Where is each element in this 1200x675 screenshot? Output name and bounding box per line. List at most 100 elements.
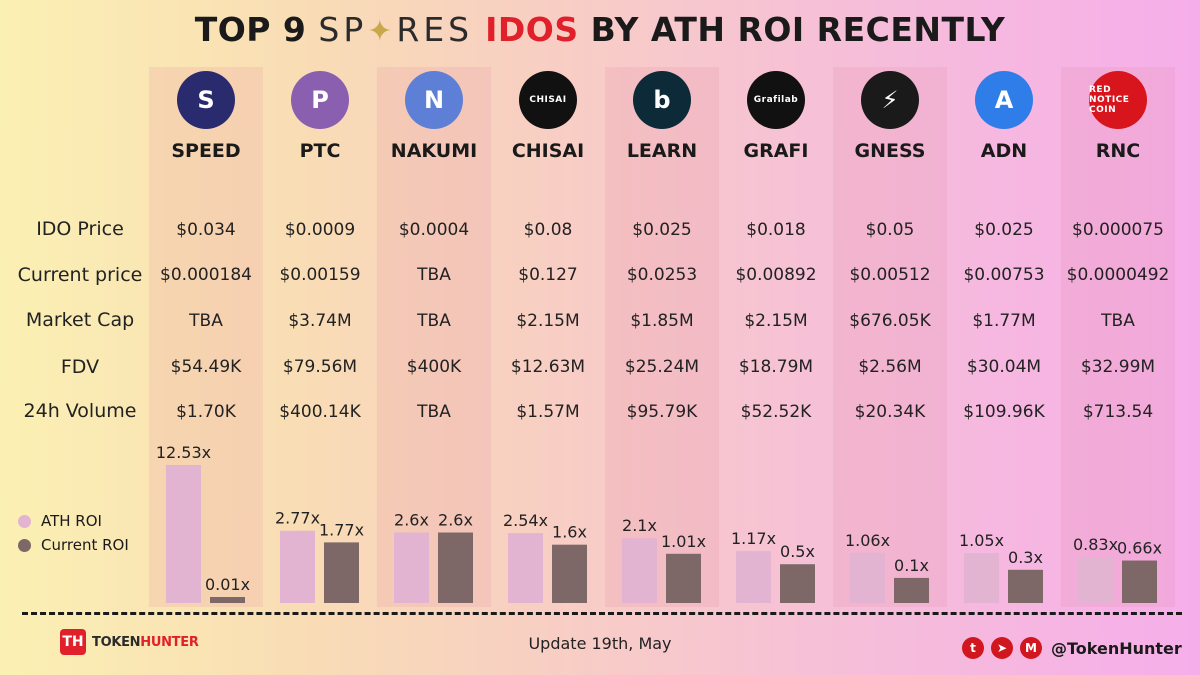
footer-divider: [22, 612, 1182, 615]
learn-current-price-cell: $0.0253: [626, 265, 698, 285]
bar-label-current-chisai: 1.6x: [552, 523, 587, 542]
token-name-ptc: PTC: [299, 140, 341, 162]
bar-label-ath-nakumi: 2.6x: [394, 511, 429, 530]
rnc-current-price-cell: $0.0000492: [1066, 265, 1170, 285]
row-label-current-price: Current price: [17, 264, 143, 286]
adn-market-cap-cell: $1.77M: [972, 311, 1036, 331]
bar-label-current-grafi: 0.5x: [780, 542, 815, 561]
bar-ath-learn: [622, 538, 657, 603]
gness-current-price-cell: $0.00512: [849, 265, 931, 285]
telegram-icon[interactable]: ➤: [991, 637, 1013, 659]
grafi-ido-price-cell: $0.018: [746, 220, 806, 240]
ptc-market-cap-cell: $3.74M: [288, 311, 352, 331]
bar-label-current-adn: 0.3x: [1008, 548, 1043, 567]
speed-ido-price-cell: $0.034: [176, 220, 236, 240]
chisai-market-cap-cell: $2.15M: [516, 311, 580, 331]
bar-current-learn: [666, 553, 701, 603]
chisai-logo-icon: CHISAI: [519, 71, 577, 129]
ptc-current-price-cell: $0.00159: [279, 265, 361, 285]
token-name-learn: LEARN: [626, 140, 698, 162]
rnc-market-cap-cell: TBA: [1101, 311, 1135, 331]
chisai-current-price-cell: $0.127: [518, 265, 578, 285]
tokenhunter-logo: TH TOKENHUNTER: [60, 629, 199, 655]
speed-fdv-cell: $54.49K: [170, 357, 242, 377]
bar-ath-ptc: [280, 530, 315, 603]
bar-current-ptc: [324, 542, 359, 603]
legend-ath-label: ATH ROI: [41, 512, 102, 530]
token-name-chisai: CHISAI: [511, 140, 585, 162]
learn-fdv-cell: $25.24M: [624, 357, 700, 377]
gness-volume-cell: $20.34K: [854, 402, 926, 422]
title-prefix: TOP 9: [194, 10, 307, 49]
nakumi-volume-cell: TBA: [417, 402, 451, 422]
gness-ido-price-cell: $0.05: [865, 220, 915, 240]
legend-ath-swatch: [18, 514, 31, 528]
gness-logo-icon: ⚡: [861, 71, 919, 129]
column-bg-rnc: [1061, 67, 1175, 607]
bar-ath-adn: [964, 553, 999, 603]
bar-current-rnc: [1122, 560, 1157, 603]
bar-label-ath-ptc: 2.77x: [275, 509, 320, 528]
learn-market-cap-cell: $1.85M: [630, 311, 694, 331]
bar-label-current-learn: 1.01x: [661, 532, 706, 551]
legend-current-swatch: [18, 538, 31, 552]
legend-current-label: Current ROI: [41, 536, 129, 554]
token-name-speed: SPEED: [171, 140, 241, 162]
gness-fdv-cell: $2.56M: [858, 357, 922, 377]
bar-ath-speed: [166, 465, 201, 603]
speed-market-cap-cell: TBA: [189, 311, 223, 331]
token-name-nakumi: NAKUMI: [390, 140, 478, 162]
page-title: TOP 9 SP✦RES IDOS BY ATH ROI RECENTLY: [0, 10, 1200, 49]
adn-volume-cell: $109.96K: [963, 402, 1045, 422]
token-name-grafi: GRAFI: [743, 140, 809, 162]
bar-label-ath-rnc: 0.83x: [1073, 535, 1118, 554]
bar-label-current-rnc: 0.66x: [1117, 539, 1162, 558]
rnc-logo-icon: RED NOTICE COIN: [1089, 71, 1147, 129]
bar-current-gness: [894, 577, 929, 603]
bar-label-current-gness: 0.1x: [894, 556, 929, 575]
chisai-fdv-cell: $12.63M: [510, 357, 586, 377]
token-name-gness: GNESS: [854, 140, 926, 162]
bar-label-current-nakumi: 2.6x: [438, 511, 473, 530]
learn-volume-cell: $95.79K: [626, 402, 698, 422]
row-label-24h-volume: 24h Volume: [23, 400, 137, 422]
rnc-fdv-cell: $32.99M: [1080, 357, 1156, 377]
grafi-logo-icon: Grafilab: [747, 71, 805, 129]
social-links: t ➤ M @TokenHunter: [962, 637, 1182, 659]
bar-ath-rnc: [1078, 557, 1113, 603]
medium-icon[interactable]: M: [1020, 637, 1042, 659]
grafi-current-price-cell: $0.00892: [735, 265, 817, 285]
row-label-ido-price: IDO Price: [36, 218, 124, 240]
tokenhunter-logo-icon: TH: [60, 629, 86, 655]
grafi-volume-cell: $52.52K: [740, 402, 812, 422]
legend-ath-roi: ATH ROI: [18, 512, 102, 530]
row-label-fdv: FDV: [60, 356, 100, 378]
title-highlight: IDOS: [485, 10, 579, 49]
adn-fdv-cell: $30.04M: [966, 357, 1042, 377]
bar-ath-gness: [850, 552, 885, 603]
legend-current-roi: Current ROI: [18, 536, 129, 554]
nakumi-market-cap-cell: TBA: [417, 311, 451, 331]
bar-ath-grafi: [736, 551, 771, 603]
twitter-icon[interactable]: t: [962, 637, 984, 659]
bar-label-current-ptc: 1.77x: [319, 520, 364, 539]
rnc-ido-price-cell: $0.000075: [1072, 220, 1164, 240]
adn-current-price-cell: $0.00753: [963, 265, 1045, 285]
bar-current-chisai: [552, 544, 587, 603]
ptc-ido-price-cell: $0.0009: [284, 220, 356, 240]
nakumi-fdv-cell: $400K: [406, 357, 462, 377]
bar-current-nakumi: [438, 532, 473, 603]
ptc-volume-cell: $400.14K: [279, 402, 361, 422]
tokenhunter-brand-name: TOKENHUNTER: [92, 634, 199, 650]
token-name-adn: ADN: [980, 140, 1028, 162]
ptc-fdv-cell: $79.56M: [282, 357, 358, 377]
twitter-handle[interactable]: @TokenHunter: [1051, 638, 1182, 658]
bar-label-ath-gness: 1.06x: [845, 531, 890, 550]
bar-current-speed: [210, 597, 245, 603]
adn-ido-price-cell: $0.025: [974, 220, 1034, 240]
nakumi-current-price-cell: TBA: [417, 265, 451, 285]
bar-label-current-speed: 0.01x: [205, 575, 250, 594]
nakumi-logo-icon: N: [405, 71, 463, 129]
column-bg-gness: [833, 67, 947, 607]
